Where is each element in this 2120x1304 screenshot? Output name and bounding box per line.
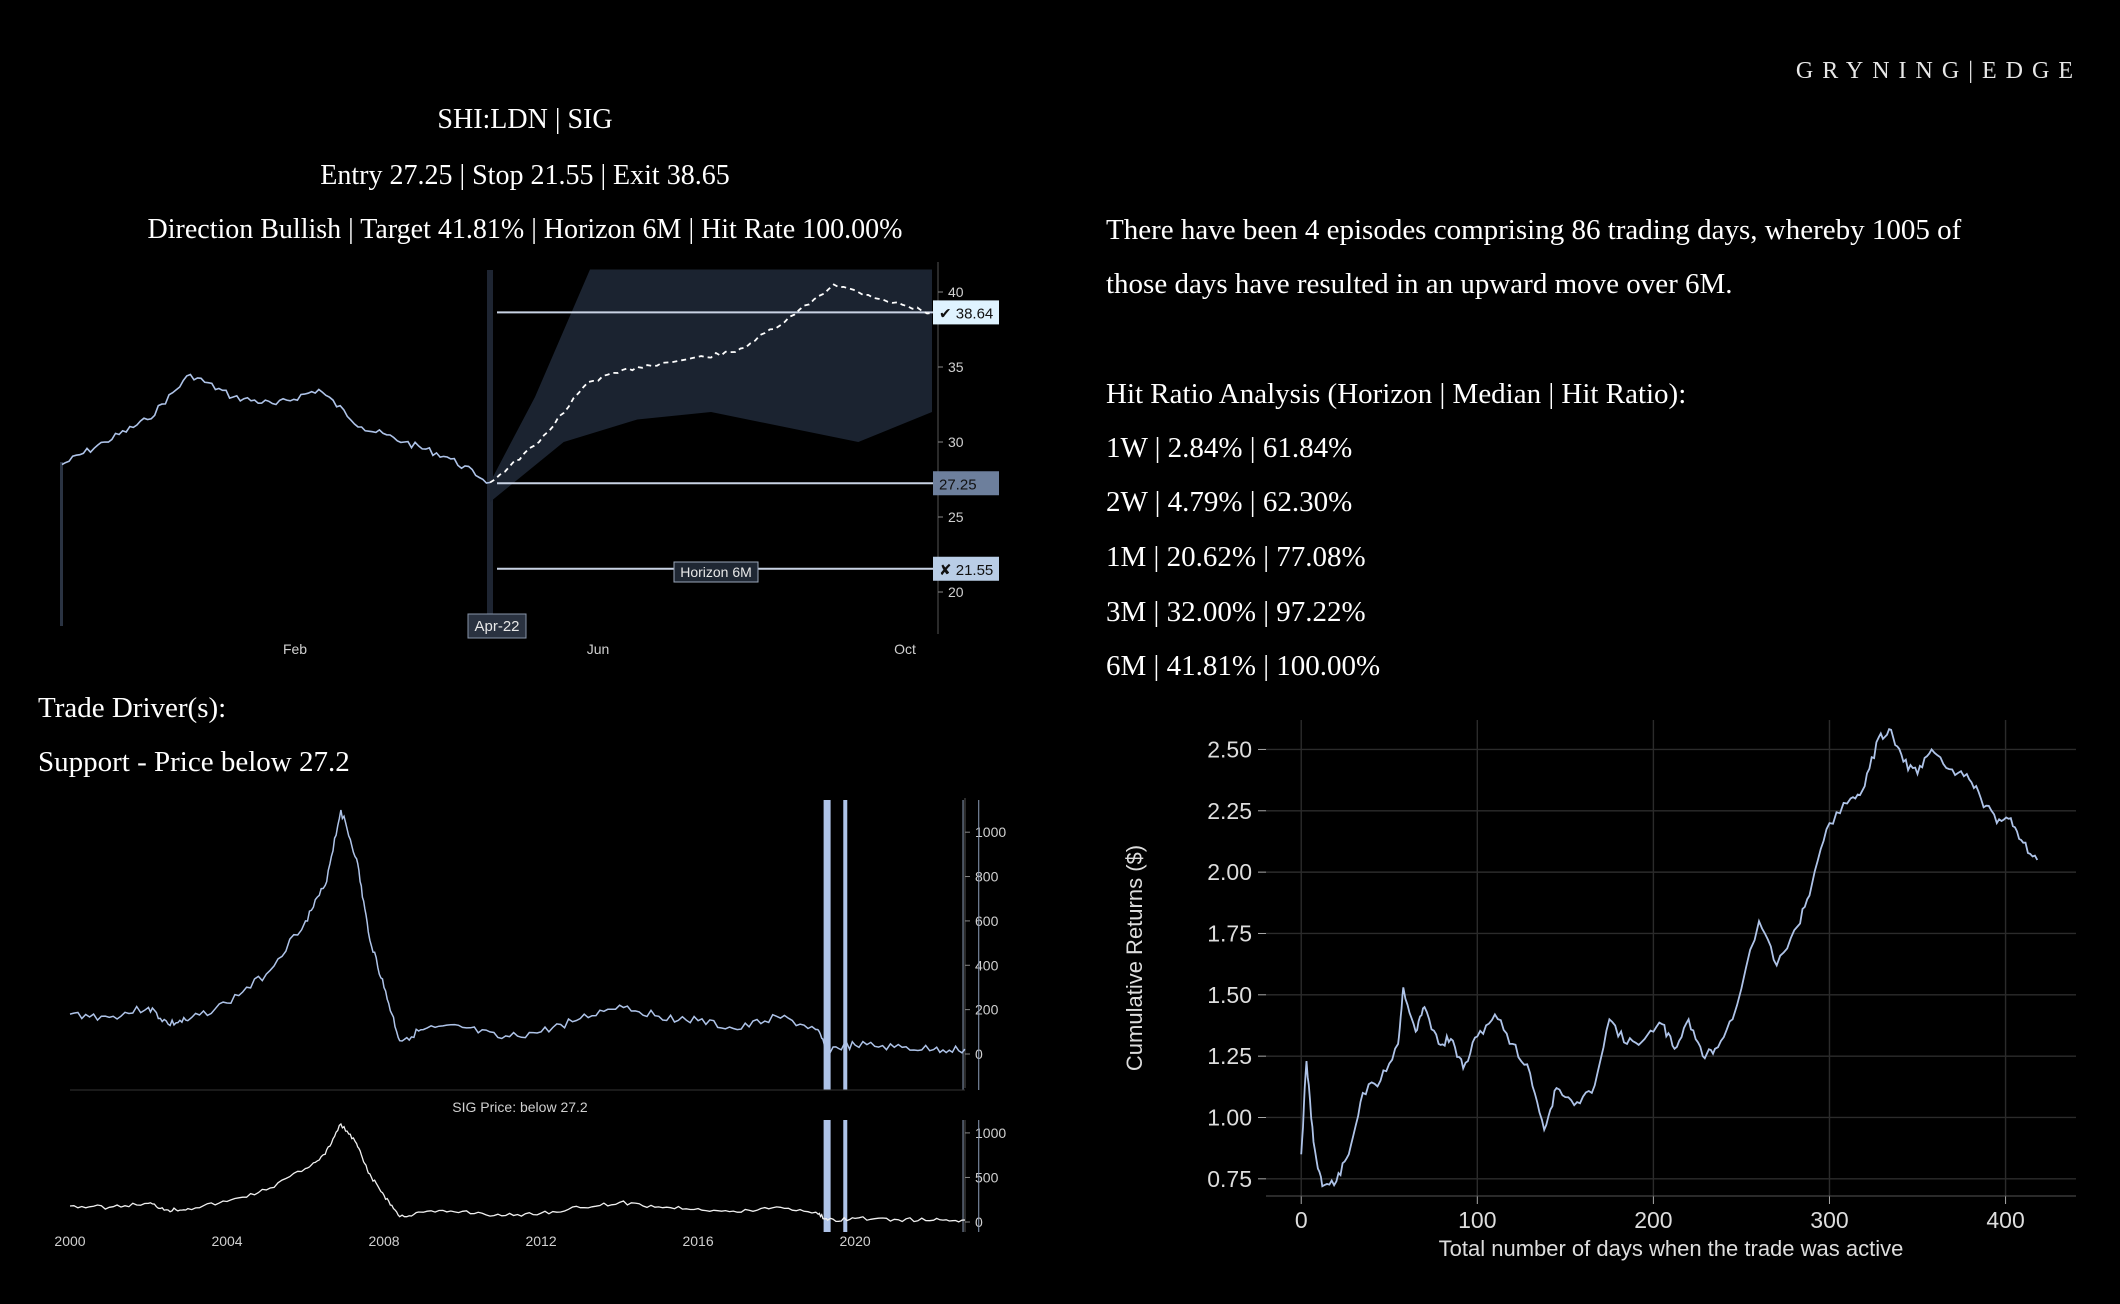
x-axis-label: Total number of days when the trade was … <box>1439 1236 1904 1261</box>
y-tick-label: 2.00 <box>1207 859 1252 885</box>
y-tick-label: 25 <box>948 509 964 525</box>
cumulative-returns-chart: 0 100 200 300 400 0.75 1.00 1.25 1.50 1.75 2.00 2.2… <box>1122 720 2076 1261</box>
level-tag-stop <box>933 556 999 581</box>
hit-ratio-row: 6M | 41.81% | 100.00% <box>1106 650 1381 682</box>
x-tick-label: 100 <box>1458 1207 1496 1233</box>
horizon-label: Horizon 6M <box>680 564 752 580</box>
hit-ratio-row: 3M | 32.00% | 97.22% <box>1106 596 1366 628</box>
hit-ratio-row: 2W | 4.79% | 62.30% <box>1106 486 1353 518</box>
episode-bar <box>823 800 831 1090</box>
hit-ratio-row: 1W | 2.84% | 61.84% <box>1106 432 1353 464</box>
hit-ratio-title: Hit Ratio Analysis (Horizon | Median | H… <box>1106 378 1687 410</box>
y-tick-label: 30 <box>948 434 964 450</box>
episode-bar <box>823 1120 831 1232</box>
level-tag-label-exit: ✔ 38.64 <box>939 305 993 322</box>
hit-ratio-row: 1M | 20.62% | 77.08% <box>1106 541 1366 573</box>
returns-line <box>1300 727 2039 1188</box>
history-price-line <box>61 373 491 484</box>
level-tag-label-stop: ✘ 21.55 <box>939 562 993 579</box>
lower-panel-title: SIG Price: below 27.2 <box>452 1099 588 1115</box>
x-tick-label: 2020 <box>840 1233 871 1249</box>
y-tick-label: 0.75 <box>1207 1166 1252 1192</box>
level-tag-entry <box>933 471 999 496</box>
price-history-chart: 02004006008001000SIG Price: below 27.205… <box>54 798 1006 1249</box>
x-tick-label: Oct <box>894 641 916 657</box>
trade-params: Direction Bullish | Target 41.81% | Hori… <box>147 214 903 245</box>
trade-driver-item: Support - Price below 27.2 <box>38 746 350 778</box>
entry-date-label: Apr-22 <box>474 618 519 635</box>
level-tag-label-entry: 27.25 <box>939 476 977 493</box>
upper-y-tick-label: 600 <box>975 913 999 929</box>
x-tick-label: 2008 <box>368 1233 399 1249</box>
lower-price-line <box>69 1122 966 1223</box>
y-tick-label: 1.00 <box>1207 1104 1252 1130</box>
upper-y-tick-label: 800 <box>975 869 999 885</box>
lower-y-tick-label: 1000 <box>975 1125 1006 1141</box>
y-axis-label: Cumulative Returns ($) <box>1122 845 1147 1071</box>
x-tick-label: 400 <box>1986 1207 2024 1233</box>
lower-y-tick-label: 500 <box>975 1169 999 1185</box>
brand-logo: GRYNING|EDGE <box>1795 58 2082 84</box>
upper-price-line <box>69 809 966 1054</box>
y-tick-label: 35 <box>948 359 964 375</box>
summary-line-2: those days have resulted in an upward mo… <box>1106 268 1733 300</box>
x-tick-label: 2012 <box>525 1233 556 1249</box>
upper-y-tick-label: 400 <box>975 957 999 973</box>
entry-date-box <box>467 613 527 639</box>
ticker-title: SHI:LDN | SIG <box>437 104 613 135</box>
trade-drivers-title: Trade Driver(s): <box>38 692 227 724</box>
x-tick-label: 0 <box>1295 1207 1308 1233</box>
entry-marker-bar <box>487 270 493 626</box>
x-tick-label: 2000 <box>54 1233 85 1249</box>
y-tick-label: 1.25 <box>1207 1043 1252 1069</box>
upper-y-tick-label: 1000 <box>975 824 1006 840</box>
forecast-band <box>490 269 932 502</box>
upper-y-tick-label: 200 <box>975 1002 999 1018</box>
y-tick-label: 20 <box>948 584 964 600</box>
y-tick-label: 1.75 <box>1207 920 1252 946</box>
trade-levels: Entry 27.25 | Stop 21.55 | Exit 38.65 <box>320 160 730 191</box>
x-tick-label: 2004 <box>211 1233 242 1249</box>
history-start-bar <box>60 462 63 626</box>
y-tick-label: 2.50 <box>1207 736 1252 762</box>
x-tick-label: Feb <box>283 641 307 657</box>
x-tick-label: Jun <box>587 641 610 657</box>
y-tick-label: 2.25 <box>1207 798 1252 824</box>
y-tick-label: 1.50 <box>1207 982 1252 1008</box>
episode-bar <box>843 1120 848 1232</box>
x-tick-label: 300 <box>1810 1207 1848 1233</box>
forecast-median-line <box>489 283 933 484</box>
x-tick-label: 200 <box>1634 1207 1672 1233</box>
horizon-label-box <box>673 561 759 583</box>
episode-bar <box>843 800 848 1090</box>
y-tick-label: 40 <box>948 284 964 300</box>
summary-line-1: There have been 4 episodes comprising 86… <box>1106 214 1962 246</box>
x-tick-label: 2016 <box>682 1233 713 1249</box>
trade-setup-chart: 20 25 30 35 40 ✔ 38.64 27.25 ✘ 21.55 Horizon 6M F… <box>60 262 999 657</box>
level-tag-exit <box>933 300 999 325</box>
